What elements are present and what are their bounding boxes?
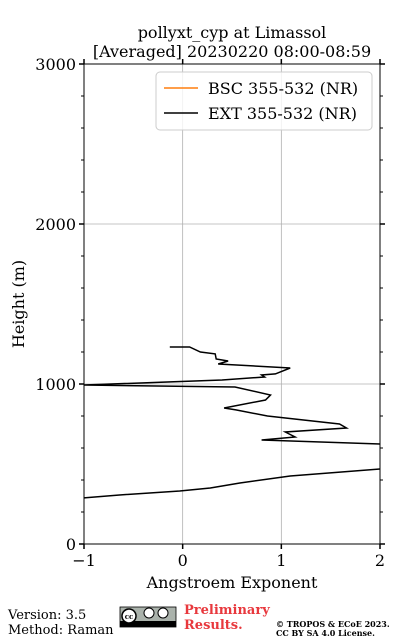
x-axis-label: Angstroem Exponent	[146, 573, 318, 592]
legend-label: BSC 355-532 (NR)	[208, 79, 358, 98]
chart-title: pollyxt_cyp at Limassol	[138, 23, 327, 42]
data-line	[84, 346, 380, 499]
preliminary: Preliminary	[184, 603, 270, 618]
cc-logo: cc	[119, 606, 177, 628]
version: Version: 3.5	[7, 608, 86, 623]
y-axis-label: Height (m)	[9, 260, 28, 348]
method: Method: Raman	[8, 623, 114, 638]
y-tick-label: 3000	[35, 55, 76, 74]
preliminary: Results.	[184, 618, 243, 633]
x-tick-label: −1	[72, 551, 96, 570]
copyright: CC BY SA 4.0 License.	[276, 628, 375, 638]
chart-subtitle: [Averaged] 20230220 08:00-08:59	[93, 42, 371, 61]
y-tick-label: 1000	[35, 375, 76, 394]
copyright: © TROPOS & ECoE 2023.	[276, 619, 390, 629]
legend-label: EXT 355-532 (NR)	[208, 104, 357, 123]
y-tick-label: 2000	[35, 215, 76, 234]
legend-box	[155, 71, 373, 131]
x-tick-label: 1	[276, 551, 286, 570]
svg-text:cc: cc	[125, 612, 134, 621]
y-tick-label: 0	[66, 535, 76, 554]
x-tick-label: 0	[178, 551, 188, 570]
plot-frame	[83, 63, 381, 545]
x-tick-label: 2	[375, 551, 385, 570]
